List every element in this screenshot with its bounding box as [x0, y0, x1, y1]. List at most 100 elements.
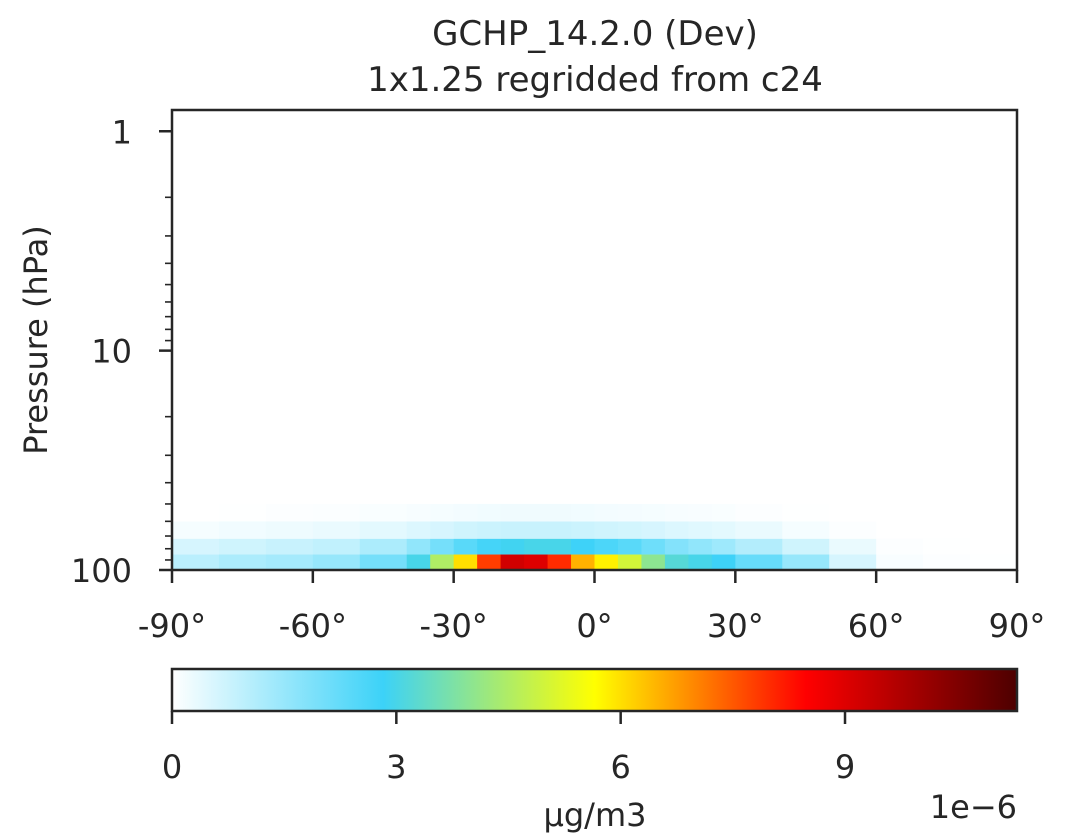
- heatmap-cell: [829, 554, 877, 570]
- heatmap-cell: [688, 521, 713, 539]
- heatmap-cell: [453, 554, 478, 570]
- colorbar: [170, 667, 1019, 713]
- heatmap-cell: [172, 554, 220, 570]
- heatmap-cell: [664, 538, 689, 555]
- heatmap-cell: [524, 503, 549, 522]
- heatmap-cell: [735, 538, 783, 555]
- heatmap-cells: [172, 503, 1018, 570]
- heatmap-cell: [218, 554, 267, 570]
- colorbar-multiplier: 1e−6: [930, 788, 1017, 826]
- heatmap-cell: [829, 503, 877, 522]
- heatmap-cell: [430, 538, 455, 555]
- heatmap-cell: [218, 503, 267, 522]
- heatmap-cell: [172, 521, 220, 539]
- heatmap-cell: [430, 554, 455, 570]
- heatmap-cell: [970, 503, 1018, 522]
- heatmap-cell: [594, 538, 619, 555]
- heatmap-cell: [711, 521, 736, 539]
- x-tick-label: 0°: [576, 607, 612, 645]
- heatmap-cell: [547, 503, 572, 522]
- heatmap-cell: [218, 538, 267, 555]
- heatmap-cell: [664, 521, 689, 539]
- heatmap-cell: [923, 538, 971, 555]
- heatmap-cell: [312, 503, 361, 522]
- heatmap-cell: [782, 503, 830, 522]
- colorbar-tick-label: 3: [386, 748, 406, 786]
- heatmap-cell: [876, 538, 924, 555]
- heatmap-cell: [571, 521, 596, 539]
- heatmap-cell: [524, 521, 549, 539]
- heatmap-cell: [876, 554, 924, 570]
- heatmap-cell: [594, 554, 619, 570]
- heatmap-cell: [641, 538, 666, 555]
- x-tick-label: -90°: [138, 607, 206, 645]
- heatmap-cell: [265, 538, 314, 555]
- x-tick-label: -60°: [279, 607, 347, 645]
- heatmap-cell: [688, 503, 713, 522]
- heatmap-cell: [876, 521, 924, 539]
- heatmap-cell: [265, 503, 314, 522]
- heatmap-cell: [547, 554, 572, 570]
- heatmap-cell: [641, 521, 666, 539]
- heatmap-cell: [617, 554, 643, 570]
- heatmap-cell: [641, 503, 666, 522]
- heatmap-cell: [500, 554, 525, 570]
- colorbar-ticks: 0 3 6 9: [162, 711, 855, 786]
- heatmap-cell: [172, 538, 220, 555]
- y-tick-label: 10: [91, 333, 132, 371]
- heatmap-cell: [524, 554, 549, 570]
- heatmap-cell: [359, 503, 408, 522]
- heatmap-cell: [735, 503, 783, 522]
- heatmap-cell: [547, 538, 572, 555]
- heatmap-cell: [923, 503, 971, 522]
- x-axis: -90° -60° -30° 0° 30° 60° 90°: [138, 570, 1045, 645]
- heatmap-cell: [970, 521, 1018, 539]
- x-tick-label: 30°: [707, 607, 764, 645]
- heatmap-cell: [547, 521, 572, 539]
- heatmap-cell: [406, 538, 431, 555]
- heatmap-cell: [477, 538, 502, 555]
- x-tick-label: -30°: [420, 607, 488, 645]
- plot-frame: [170, 108, 1019, 572]
- heatmap-cell: [430, 521, 455, 539]
- heatmap-cell: [688, 538, 713, 555]
- heatmap-cell: [477, 521, 502, 539]
- heatmap-cell: [594, 521, 619, 539]
- heatmap-cell: [312, 554, 361, 570]
- heatmap-cell: [453, 521, 478, 539]
- colorbar-tick-label: 6: [610, 748, 630, 786]
- heatmap-cell: [594, 503, 619, 522]
- heatmap-cell: [500, 521, 525, 539]
- heatmap-cell: [664, 554, 689, 570]
- heatmap-cell: [218, 521, 267, 539]
- heatmap-cell: [664, 503, 689, 522]
- heatmap-cell: [453, 538, 478, 555]
- heatmap-cell: [711, 554, 736, 570]
- heatmap-cell: [829, 538, 877, 555]
- heatmap-cell: [735, 554, 783, 570]
- heatmap-cell: [923, 554, 971, 570]
- heatmap-cell: [406, 503, 431, 522]
- heatmap-cell: [524, 538, 549, 555]
- heatmap-cell: [923, 521, 971, 539]
- heatmap-cell: [172, 503, 220, 522]
- heatmap-cell: [359, 554, 408, 570]
- heatmap-cell: [477, 554, 502, 570]
- heatmap-cell: [711, 503, 736, 522]
- colorbar-tick-label: 0: [162, 748, 182, 786]
- y-axis-label: Pressure (hPa): [17, 225, 55, 455]
- heatmap-cell: [970, 554, 1018, 570]
- heatmap-cell: [312, 538, 361, 555]
- heatmap-cell: [312, 521, 361, 539]
- heatmap-cell: [571, 503, 596, 522]
- heatmap-cell: [688, 554, 713, 570]
- heatmap-cell: [265, 521, 314, 539]
- chart-title: GCHP_14.2.0 (Dev): [432, 14, 758, 54]
- heatmap-cell: [406, 521, 431, 539]
- heatmap-cell: [735, 521, 783, 539]
- heatmap-cell: [265, 554, 314, 570]
- heatmap-cell: [711, 538, 736, 555]
- y-axis: 1 10 100: [71, 113, 172, 590]
- heatmap-cell: [500, 538, 525, 555]
